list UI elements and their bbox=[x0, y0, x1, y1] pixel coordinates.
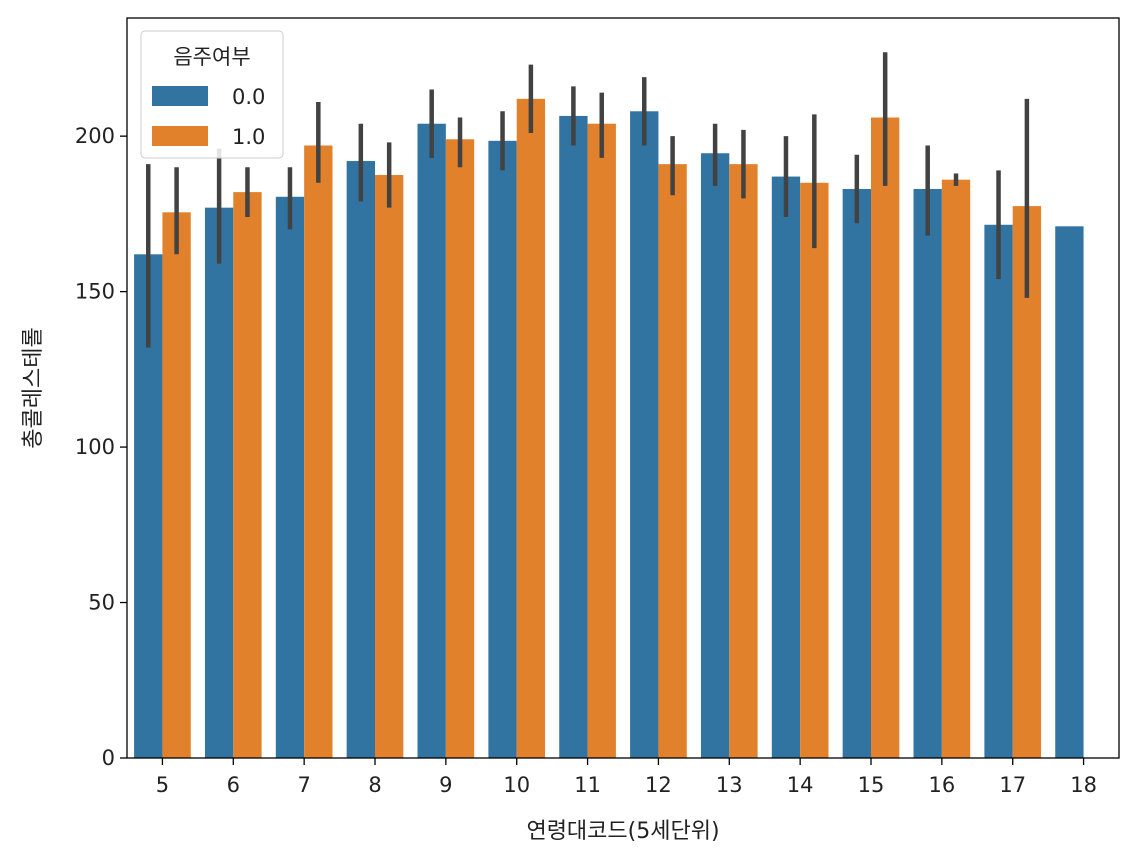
bar-s0-16 bbox=[913, 189, 942, 758]
bars-layer bbox=[134, 98, 1084, 759]
bar-s1-8 bbox=[375, 175, 404, 759]
bar-s0-14 bbox=[771, 176, 801, 759]
bar-s1-9 bbox=[445, 139, 475, 758]
bar-s1-10 bbox=[516, 98, 546, 759]
bar-s0-18 bbox=[1055, 226, 1084, 758]
x-tick-label: 13 bbox=[716, 773, 743, 797]
errorbars-layer bbox=[146, 52, 1030, 348]
y-tick-label: 100 bbox=[75, 435, 115, 459]
x-tick-label: 8 bbox=[368, 773, 381, 797]
bar-s1-11 bbox=[587, 123, 616, 758]
bar-s1-14 bbox=[800, 182, 829, 758]
legend-swatch-1 bbox=[152, 126, 208, 146]
legend-swatch-0 bbox=[152, 86, 208, 106]
x-tick-label: 6 bbox=[227, 773, 240, 797]
y-tick-label: 150 bbox=[75, 280, 115, 304]
legend-label-1: 1.0 bbox=[232, 125, 265, 149]
bar-s0-15 bbox=[842, 189, 871, 758]
x-tick-label: 11 bbox=[574, 773, 601, 797]
bar-s0-10 bbox=[488, 140, 517, 758]
x-tick-label: 16 bbox=[928, 773, 955, 797]
x-tick-label: 5 bbox=[156, 773, 169, 797]
y-tick-label: 0 bbox=[102, 746, 115, 770]
y-axis: 0 50 100 150 200 bbox=[75, 124, 127, 770]
bar-s0-17 bbox=[984, 224, 1013, 758]
bar-s1-15 bbox=[871, 117, 900, 759]
bar-s1-6 bbox=[233, 192, 262, 758]
bar-s0-6 bbox=[204, 207, 234, 758]
x-tick-label: 17 bbox=[999, 773, 1026, 797]
legend: 음주여부 0.0 1.0 bbox=[140, 30, 284, 159]
plot-frame bbox=[126, 17, 1120, 759]
bar-s1-5 bbox=[162, 212, 191, 758]
legend-label-0: 0.0 bbox=[232, 85, 265, 109]
legend-title: 음주여부 bbox=[173, 45, 250, 69]
bar-s0-11 bbox=[559, 115, 588, 759]
x-tick-label: 18 bbox=[1070, 773, 1097, 797]
x-axis-label: 연령대코드(5세단위) bbox=[526, 819, 719, 844]
bar-s1-17 bbox=[1012, 206, 1042, 758]
bar-s0-12 bbox=[630, 111, 659, 758]
x-tick-label: 14 bbox=[787, 773, 814, 797]
x-axis: 5 6 7 8 9 10 11 12 13 14 15 16 17 18 bbox=[156, 758, 1097, 797]
x-tick-label: 10 bbox=[503, 773, 530, 797]
x-tick-label: 15 bbox=[858, 773, 885, 797]
bar-s0-13 bbox=[700, 153, 730, 759]
bar-s1-7 bbox=[304, 145, 333, 758]
x-tick-label: 9 bbox=[439, 773, 452, 797]
bar-s1-12 bbox=[658, 164, 687, 758]
bar-s1-16 bbox=[941, 179, 971, 759]
y-tick-label: 50 bbox=[88, 591, 115, 615]
y-tick-label: 200 bbox=[75, 124, 115, 148]
x-tick-label: 7 bbox=[297, 773, 310, 797]
y-axis-label: 총콜레스테롤 bbox=[21, 327, 46, 448]
bar-s1-13 bbox=[729, 164, 758, 758]
x-tick-label: 12 bbox=[645, 773, 672, 797]
bar-s0-8 bbox=[346, 161, 375, 758]
bar-s0-9 bbox=[417, 123, 446, 758]
bar-s0-7 bbox=[275, 196, 305, 759]
